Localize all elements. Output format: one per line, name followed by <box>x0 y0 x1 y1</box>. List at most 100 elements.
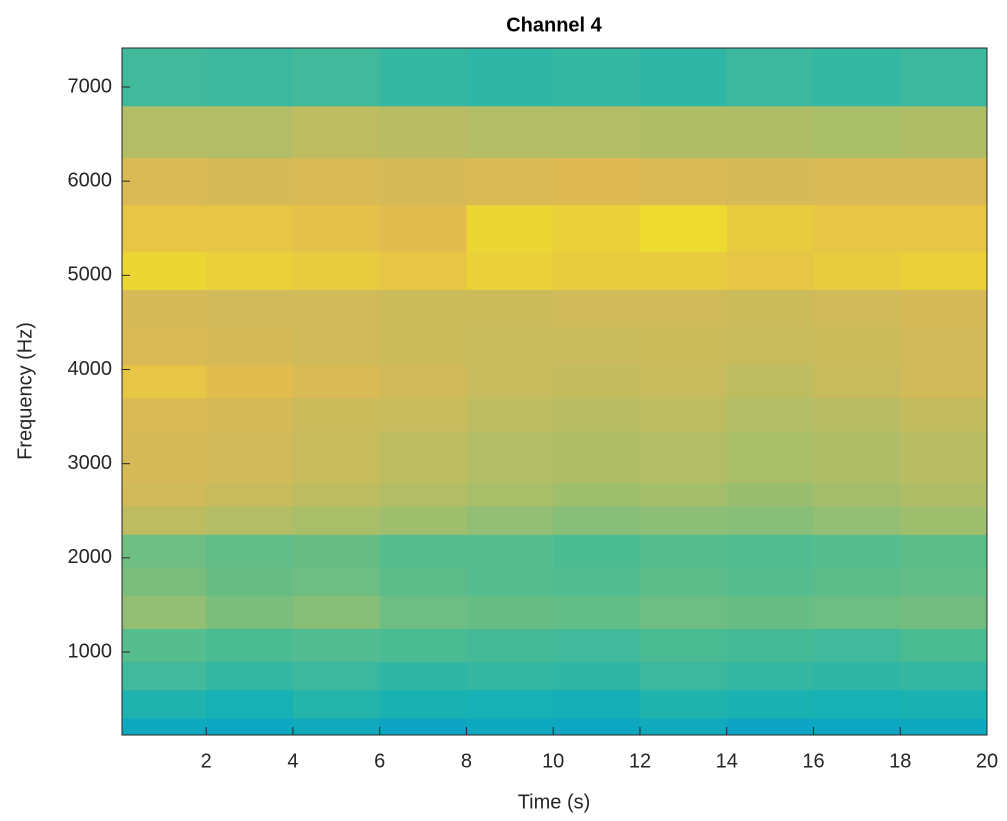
heatmap-cell <box>206 567 294 597</box>
heatmap-cell <box>900 105 988 159</box>
heatmap-cell <box>379 628 467 662</box>
heatmap-cell <box>122 534 207 568</box>
heatmap-cell <box>639 157 728 206</box>
heatmap-cell <box>726 567 814 597</box>
heatmap-cell <box>639 251 728 290</box>
heatmap-cell <box>379 204 467 253</box>
heatmap-cell <box>379 534 467 568</box>
heatmap-cell <box>122 689 207 719</box>
heatmap-cell <box>813 482 901 507</box>
heatmap-cell <box>206 482 294 507</box>
y-tick-label: 7000 <box>68 75 113 97</box>
heatmap-cell <box>206 506 294 535</box>
heatmap-cell <box>900 251 988 290</box>
heatmap-cell <box>726 157 814 206</box>
heatmap-cell <box>639 48 728 107</box>
heatmap-cell <box>553 717 641 736</box>
heatmap-cell <box>466 506 554 535</box>
heatmap-cell <box>206 48 294 107</box>
heatmap-cell <box>813 204 901 253</box>
heatmap-cell <box>639 204 728 253</box>
heatmap-cell <box>813 506 901 535</box>
heatmap-cell <box>292 204 381 253</box>
x-axis-label: Time (s) <box>518 791 591 813</box>
heatmap-cell <box>813 534 901 568</box>
x-tick-label: 16 <box>802 750 824 772</box>
heatmap-cell <box>726 364 814 399</box>
heatmap-cell <box>466 430 554 484</box>
heatmap-cell <box>292 105 381 159</box>
heatmap-cell <box>122 567 207 597</box>
heatmap-cell <box>292 364 381 399</box>
heatmap-cell <box>206 689 294 719</box>
heatmap-cell <box>900 327 988 366</box>
heatmap-cell <box>553 482 641 507</box>
heatmap-cell <box>122 506 207 535</box>
heatmap-cell <box>900 506 988 535</box>
heatmap-cell <box>206 251 294 290</box>
heatmap-cell <box>900 661 988 691</box>
heatmap-cell <box>122 397 207 432</box>
heatmap-cell <box>292 430 381 484</box>
heatmap-cell <box>639 567 728 597</box>
heatmap-cell <box>553 661 641 691</box>
heatmap-cell <box>813 48 901 107</box>
heatmap-cell <box>553 289 641 328</box>
heatmap-cell <box>639 534 728 568</box>
heatmap-cell <box>466 48 554 107</box>
x-tick-label: 8 <box>461 750 472 772</box>
heatmap-cell <box>379 717 467 736</box>
y-tick-label: 2000 <box>68 546 113 568</box>
heatmap-cell <box>813 717 901 736</box>
heatmap-cell <box>466 661 554 691</box>
heatmap-cell <box>553 397 641 432</box>
heatmap-cell <box>206 327 294 366</box>
heatmap-cell <box>466 364 554 399</box>
y-tick-label: 6000 <box>68 169 113 191</box>
heatmap-cell <box>122 717 207 736</box>
heatmap-cell <box>122 327 207 366</box>
heatmap-cell <box>292 327 381 366</box>
heatmap-cell <box>206 534 294 568</box>
heatmap-cell <box>726 482 814 507</box>
heatmap-cell <box>726 689 814 719</box>
heatmap-cell <box>122 105 207 159</box>
heatmap-cell <box>900 628 988 662</box>
heatmap-cell <box>553 534 641 568</box>
heatmap-cell <box>726 48 814 107</box>
heatmap-cell <box>726 327 814 366</box>
heatmap-cell <box>379 48 467 107</box>
heatmap-cell <box>639 397 728 432</box>
heatmap-cell <box>900 717 988 736</box>
heatmap-cell <box>206 717 294 736</box>
heatmap-cell <box>813 430 901 484</box>
heatmap-cell <box>292 397 381 432</box>
x-tick-label: 12 <box>629 750 651 772</box>
heatmap-cell <box>726 534 814 568</box>
heatmap-cell <box>553 567 641 597</box>
heatmap-cell <box>813 397 901 432</box>
heatmap-cell <box>206 397 294 432</box>
x-tick-label: 14 <box>716 750 738 772</box>
heatmap-cell <box>466 595 554 629</box>
heatmap-cell <box>466 717 554 736</box>
heatmap-cell <box>122 628 207 662</box>
heatmap-cell <box>813 364 901 399</box>
heatmap-cell <box>122 661 207 691</box>
heatmap-cell <box>379 567 467 597</box>
heatmap-cell <box>553 327 641 366</box>
x-tick-label: 10 <box>542 750 564 772</box>
heatmap-cell <box>466 251 554 290</box>
heatmap-cell <box>900 364 988 399</box>
y-axis-label: Frequency (Hz) <box>14 322 36 460</box>
heatmap-cell <box>639 289 728 328</box>
heatmap-cell <box>553 204 641 253</box>
heatmap-cell <box>553 48 641 107</box>
chart-title: Channel 4 <box>506 14 602 36</box>
heatmap-cell <box>813 661 901 691</box>
heatmap-cell <box>206 628 294 662</box>
heatmap-cell <box>206 105 294 159</box>
heatmap-cell <box>726 717 814 736</box>
heatmap-cell <box>553 689 641 719</box>
